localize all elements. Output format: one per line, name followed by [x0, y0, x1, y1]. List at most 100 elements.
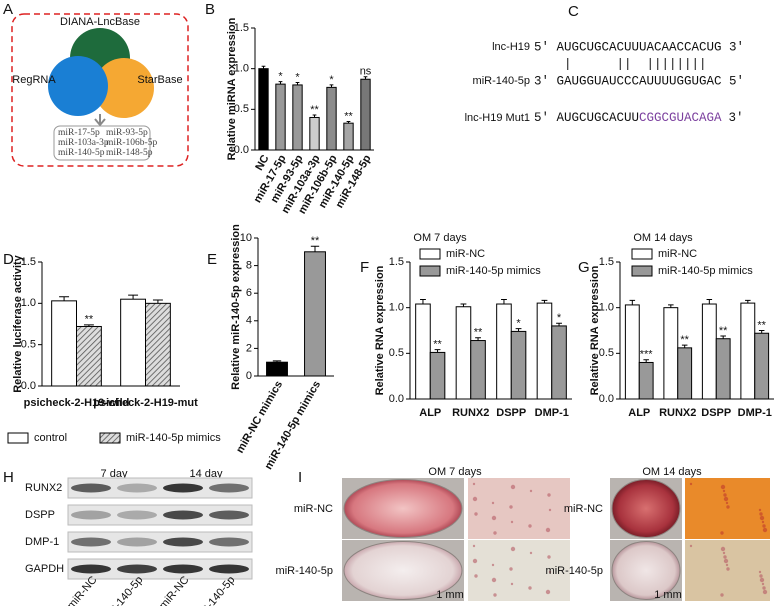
mirna: miR-140-5p [58, 148, 105, 158]
panel-letter: B [205, 1, 215, 18]
speck [548, 508, 552, 512]
y-tick-label: 1.5 [389, 256, 404, 268]
y-tick-label: 10 [240, 232, 252, 244]
speck [720, 593, 724, 597]
mirna: miR-17-5p [58, 128, 100, 138]
error-bar [295, 81, 300, 85]
significance: ** [680, 334, 689, 346]
row-label: miR-NC [564, 503, 603, 515]
band [163, 510, 203, 520]
speck [759, 577, 765, 583]
speck [689, 482, 693, 486]
x-tick-label: DMP-1 [738, 407, 772, 419]
error-bar [272, 360, 282, 363]
bar [638, 361, 654, 400]
blot-strip [67, 477, 253, 499]
speck [762, 589, 768, 595]
venn-circle [94, 58, 154, 118]
micrograph [468, 478, 570, 539]
speck [547, 493, 551, 497]
y-tick-label: 0.5 [599, 347, 614, 359]
speck [509, 567, 513, 571]
speck [720, 546, 726, 552]
speck [474, 574, 478, 578]
significance: * [278, 71, 283, 83]
speck [759, 512, 763, 516]
significance: ** [757, 319, 766, 331]
staining-title: OM 14 days [642, 466, 702, 478]
seq-part: 3' [729, 111, 744, 125]
significance: ** [433, 339, 442, 351]
well [611, 479, 681, 538]
x-tick-label: ALP [419, 407, 441, 419]
speck [723, 555, 727, 559]
seq-part: 5' AUGCUGCACUU [534, 111, 639, 125]
row-label: miR-140-5p [276, 565, 333, 577]
speck [720, 484, 726, 490]
error-bar [758, 330, 765, 334]
row-label: miR-140-5p [546, 565, 603, 577]
bar [715, 338, 731, 400]
protein-label: DSPP [25, 509, 55, 521]
y-tick-label: 1.5 [234, 22, 249, 34]
speck [528, 586, 532, 590]
bar [496, 303, 512, 400]
y-axis-label: Relative miRNA expression [226, 17, 238, 160]
speck [762, 586, 766, 590]
bar [701, 303, 717, 400]
speck [472, 558, 478, 564]
error-bar [643, 359, 649, 363]
y-tick-label: 0.0 [389, 393, 404, 405]
y-axis-label: Relative luciferase activity [12, 254, 24, 392]
legend-label: control [34, 432, 67, 444]
speck [529, 551, 533, 555]
speck [758, 508, 762, 512]
speck [548, 570, 552, 574]
significance: ** [310, 104, 319, 116]
legend-swatch [631, 248, 653, 260]
mirna: miR-103a-3p [58, 138, 109, 148]
bar [754, 332, 770, 400]
speck [726, 567, 730, 571]
bar [51, 300, 77, 387]
speck [723, 558, 729, 564]
speck [762, 524, 766, 528]
band [209, 510, 249, 520]
dashed-box [11, 13, 189, 167]
y-tick-label: 0.5 [21, 339, 36, 351]
bar [470, 340, 486, 400]
pairing: | || |||||||| [534, 57, 707, 71]
speck [491, 515, 497, 521]
band [117, 537, 157, 547]
band [71, 537, 111, 547]
y-tick-label: 6 [246, 287, 252, 299]
y-axis-label: Relative miR-140-5p expression [230, 224, 242, 390]
speck [510, 520, 514, 524]
bar [551, 325, 567, 400]
bar [258, 68, 269, 151]
well [611, 541, 681, 600]
band [209, 537, 249, 547]
error-bar [556, 322, 562, 326]
well [343, 479, 463, 538]
band [209, 564, 249, 574]
error-bar [541, 299, 548, 304]
staining: OM 7 days miR-NC miR-140-5p 1 mm OM 14 days m… [276, 466, 770, 601]
y-tick-label: 4 [246, 315, 252, 327]
speck [510, 546, 516, 552]
bar [624, 304, 640, 400]
row-label: miR-NC [294, 503, 333, 515]
chart-title: OM 7 days [413, 232, 467, 244]
sequence: 3' GAUGGUAUCCCAUUUUGGUGAC 5' [534, 74, 744, 88]
speck [472, 482, 476, 486]
time-label: 7 day [101, 468, 128, 480]
error-bar [460, 303, 467, 307]
speck [491, 577, 497, 583]
bar [663, 307, 679, 400]
scale-label: 1 mm [654, 589, 682, 601]
error-bar [278, 81, 283, 85]
y-axis-label: Relative RNA expression [589, 265, 601, 395]
legend-swatch [7, 432, 29, 444]
significance: ** [344, 110, 353, 122]
x-tick-label: RUNX2 [452, 407, 489, 419]
